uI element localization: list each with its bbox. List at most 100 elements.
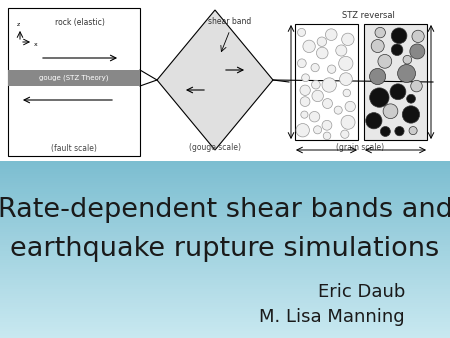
Bar — [0, 278, 450, 280]
Circle shape — [316, 47, 328, 59]
Circle shape — [341, 115, 355, 129]
Circle shape — [303, 40, 315, 52]
Bar — [0, 267, 450, 269]
Circle shape — [309, 112, 320, 122]
Bar — [0, 311, 450, 314]
Bar — [0, 300, 450, 303]
Bar — [0, 234, 450, 236]
Bar — [0, 225, 450, 227]
Bar — [0, 223, 450, 225]
Bar — [0, 161, 450, 163]
Text: x: x — [34, 43, 38, 48]
Bar — [0, 254, 450, 256]
Circle shape — [325, 29, 337, 41]
Circle shape — [336, 45, 347, 56]
Circle shape — [296, 124, 310, 137]
Bar — [0, 227, 450, 229]
Text: (fault scale): (fault scale) — [51, 144, 97, 152]
Bar — [0, 314, 450, 316]
Bar — [0, 316, 450, 318]
Bar — [0, 318, 450, 320]
Circle shape — [322, 120, 332, 130]
Circle shape — [297, 28, 306, 37]
Bar — [0, 183, 450, 185]
Text: z: z — [16, 23, 20, 27]
Circle shape — [366, 113, 382, 129]
Bar — [0, 203, 450, 205]
Bar — [0, 276, 450, 278]
Circle shape — [390, 84, 406, 100]
Bar — [0, 307, 450, 309]
Bar — [0, 258, 450, 260]
Circle shape — [380, 126, 390, 137]
Bar — [0, 174, 450, 176]
Circle shape — [312, 90, 324, 102]
Bar — [0, 289, 450, 291]
Text: (grain scale): (grain scale) — [336, 144, 384, 152]
Circle shape — [378, 54, 392, 68]
Circle shape — [410, 44, 425, 59]
Bar — [0, 207, 450, 209]
Circle shape — [409, 126, 417, 135]
Circle shape — [345, 101, 356, 112]
Bar — [0, 189, 450, 192]
Circle shape — [402, 106, 419, 123]
Circle shape — [412, 30, 424, 43]
Circle shape — [341, 130, 349, 138]
Bar — [0, 194, 450, 196]
Bar — [0, 178, 450, 180]
Text: earthquake rupture simulations: earthquake rupture simulations — [10, 236, 440, 262]
Circle shape — [383, 104, 398, 119]
Bar — [0, 322, 450, 325]
Bar — [0, 283, 450, 285]
Bar — [0, 236, 450, 238]
Bar — [0, 249, 450, 251]
Circle shape — [340, 73, 352, 86]
Bar — [0, 163, 450, 165]
Bar — [0, 218, 450, 220]
Circle shape — [398, 65, 415, 82]
Bar — [0, 263, 450, 265]
Circle shape — [300, 85, 310, 95]
Bar — [0, 243, 450, 245]
Bar — [0, 274, 450, 276]
Bar — [0, 280, 450, 283]
Bar — [0, 334, 450, 336]
Bar — [0, 251, 450, 254]
Bar — [0, 185, 450, 187]
Circle shape — [369, 88, 389, 107]
Text: Eric Daub: Eric Daub — [318, 283, 405, 301]
Bar — [0, 325, 450, 327]
Circle shape — [411, 80, 422, 92]
Circle shape — [311, 80, 320, 89]
Bar — [0, 238, 450, 240]
Bar — [0, 294, 450, 296]
Bar — [0, 256, 450, 258]
Text: gouge (STZ Theory): gouge (STZ Theory) — [39, 75, 109, 81]
Bar — [0, 205, 450, 207]
Bar — [0, 196, 450, 198]
Bar — [0, 200, 450, 203]
Circle shape — [314, 126, 322, 134]
Bar — [0, 269, 450, 271]
Bar — [0, 331, 450, 334]
Bar — [0, 180, 450, 183]
Circle shape — [371, 40, 384, 53]
Circle shape — [369, 69, 386, 84]
Bar — [0, 285, 450, 287]
Circle shape — [302, 74, 310, 82]
Circle shape — [334, 106, 342, 114]
Text: STZ reversal: STZ reversal — [342, 11, 395, 21]
Bar — [0, 291, 450, 294]
Circle shape — [323, 132, 331, 140]
Circle shape — [339, 56, 353, 71]
Circle shape — [297, 59, 306, 68]
Bar — [364, 24, 427, 140]
Bar — [0, 165, 450, 167]
Bar — [0, 247, 450, 249]
Bar — [0, 0, 450, 161]
Text: (gouge scale): (gouge scale) — [189, 144, 241, 152]
Bar — [0, 220, 450, 223]
Bar — [0, 260, 450, 263]
Bar — [0, 192, 450, 194]
